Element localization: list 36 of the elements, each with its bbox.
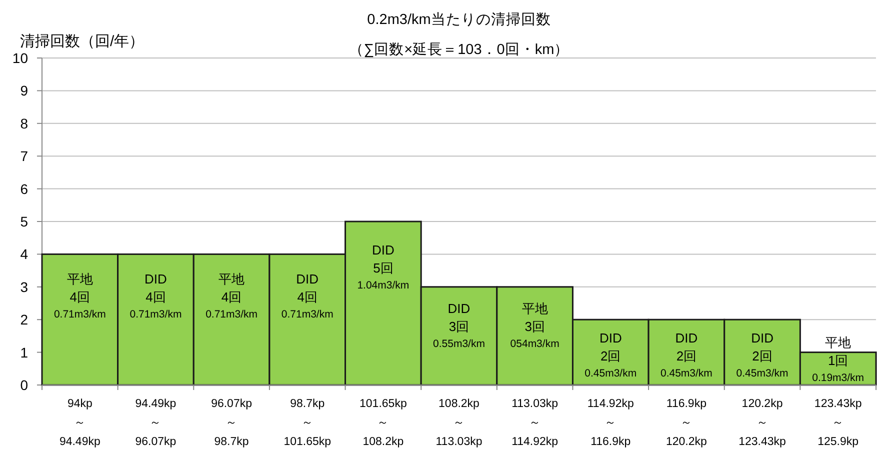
data-label: 平地 4回 0.71m3/km [54,272,106,321]
x-tick-label: 114.92kp ～ 116.9kp [587,398,634,448]
data-label: 平地 1回 0.19m3/km [812,335,864,384]
y-tick-label: 2 [20,312,28,328]
y-tick-label: 6 [20,180,28,197]
x-tick-label: 113.03kp ～ 114.92kp [512,398,558,448]
y-tick-label: 9 [20,82,28,99]
y-tick-label: 0 [20,377,28,393]
x-tick-label: 94.49kp ～ 96.07kp [135,398,176,448]
data-label: DID 4回 0.71m3/km [281,272,334,321]
x-tick-label: 101.65kp ～ 108.2kp [360,398,407,448]
y-tick-label: 5 [20,214,28,230]
x-tick-label: 108.2kp ～ 113.03kp [436,398,482,448]
x-tick-label: 98.7kp ～ 101.65kp [284,398,332,448]
y-tick-label: 3 [20,278,28,295]
chart-subtitle: （∑回数×延長＝103．0回・km） [348,41,570,58]
data-label: DID 2回 0.45m3/km [736,330,788,380]
y-tick-label: 4 [20,246,28,262]
data-label: DID 5回 1.04m3/km [357,242,410,292]
y-tick-label: 8 [20,115,28,132]
x-tick-label: 120.2kp ～ 123.43kp [738,398,786,448]
data-label: DID 4回 0.71m3/km [130,272,182,321]
data-label: DID 2回 0.45m3/km [584,330,637,380]
y-axis-title: 清掃回数（回/年） [20,33,144,50]
y-tick-label: 7 [20,148,28,164]
data-label: 平地 4回 0.71m3/km [206,272,258,321]
chart-title: 0.2m3/km当たりの清掃回数 [367,11,551,28]
x-tick-label: 123.43kp ～ 125.9kp [814,398,862,448]
x-tick-label: 94kp ～ 94.49kp [59,398,100,448]
x-tick-label: 96.07kp ～ 98.7kp [211,398,252,448]
y-tick-label: 10 [12,50,28,66]
x-tick-label: 116.9kp ～ 120.2kp [666,398,707,448]
data-label: 平地 3回 054m3/km [510,301,560,350]
y-tick-label: 1 [20,344,28,360]
data-label: DID 3回 0.55m3/km [433,301,486,350]
data-label: DID 2回 0.45m3/km [660,330,713,380]
